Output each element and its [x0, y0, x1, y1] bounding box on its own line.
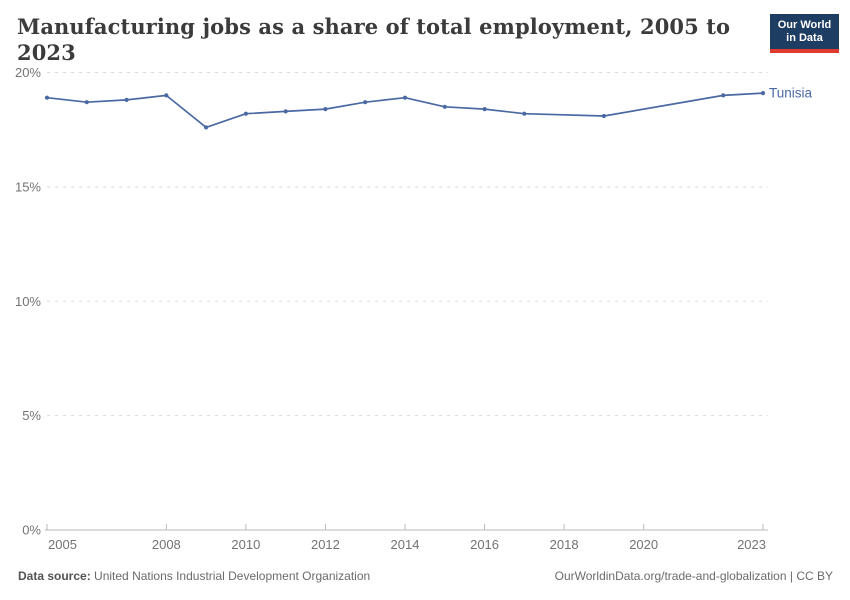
- data-source-line: Data source: United Nations Industrial D…: [18, 569, 370, 583]
- data-point-2010[interactable]: [243, 111, 248, 116]
- x-tick-label-2020: 2020: [629, 537, 658, 552]
- data-source-label: Data source:: [18, 569, 91, 583]
- y-tick-label-15%: 15%: [15, 179, 41, 194]
- data-point-2008[interactable]: [164, 93, 169, 98]
- x-tick-label-2010: 2010: [231, 537, 260, 552]
- x-tick-label-2014: 2014: [391, 537, 420, 552]
- x-tick-label-2005: 2005: [48, 537, 77, 552]
- x-tick-label-2018: 2018: [550, 537, 579, 552]
- x-tick-label-2023: 2023: [737, 537, 766, 552]
- data-point-2022[interactable]: [721, 93, 726, 98]
- data-point-2006[interactable]: [84, 100, 89, 105]
- y-tick-label-0%: 0%: [22, 523, 41, 538]
- data-point-2005[interactable]: [44, 95, 50, 100]
- series-line-tunisia[interactable]: [46, 92, 764, 129]
- data-point-2023[interactable]: [760, 91, 766, 96]
- chart-footer: Data source: United Nations Industrial D…: [18, 569, 833, 583]
- owid-logo[interactable]: Our World in Data: [770, 14, 839, 53]
- data-point-2019[interactable]: [601, 113, 607, 119]
- data-point-2016[interactable]: [482, 107, 487, 112]
- owid-logo-accent-bar: [770, 49, 839, 53]
- data-point-2013[interactable]: [363, 100, 368, 105]
- data-point-2012[interactable]: [323, 107, 328, 112]
- data-point-2011[interactable]: [283, 109, 288, 114]
- data-point-2015[interactable]: [442, 104, 447, 109]
- x-tick-label-2016: 2016: [470, 537, 499, 552]
- attribution-link[interactable]: OurWorldinData.org/trade-and-globalizati…: [554, 569, 833, 583]
- data-point-2009[interactable]: [204, 125, 209, 130]
- owid-logo-line1: Our World: [777, 19, 832, 31]
- owid-logo-line2: in Data: [786, 31, 823, 44]
- data-source-value: United Nations Industrial Development Or…: [94, 569, 371, 583]
- y-tick-label-10%: 10%: [15, 294, 41, 309]
- x-tick-label-2008: 2008: [152, 537, 181, 552]
- data-point-2014[interactable]: [402, 95, 408, 100]
- owid-logo-box: Our World in Data: [770, 14, 839, 49]
- y-tick-label-20%: 20%: [15, 65, 41, 80]
- x-tick-label-2012: 2012: [311, 537, 340, 552]
- line-chart[interactable]: 0% 5% 10% 15% 20% 2005 2008 2010 2012 2014 2016 201…: [0, 0, 850, 560]
- series-label-tunisia[interactable]: Tunisia: [769, 86, 813, 101]
- data-point-2017[interactable]: [522, 111, 527, 116]
- y-tick-label-5%: 5%: [22, 408, 41, 423]
- data-point-2007[interactable]: [124, 97, 129, 102]
- chart-title: Manufacturing jobs as a share of total e…: [17, 14, 731, 65]
